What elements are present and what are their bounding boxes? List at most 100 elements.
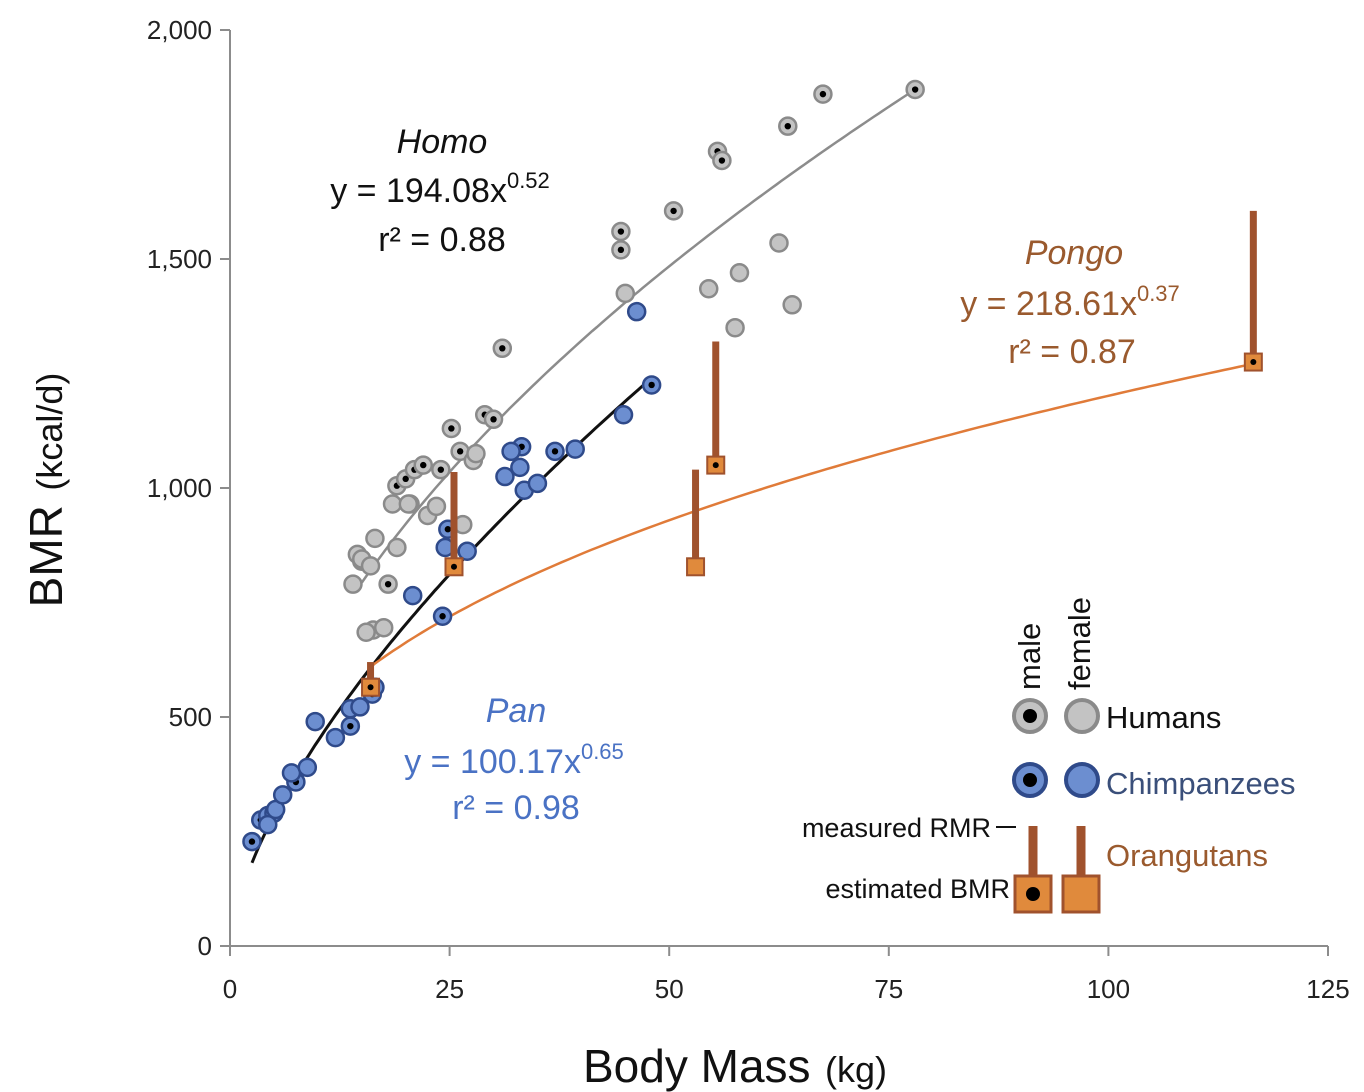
chimp-female-point <box>305 711 325 732</box>
x-tick-label: 75 <box>874 974 903 1004</box>
x-tick-label: 125 <box>1306 974 1349 1004</box>
chimp-female-point <box>626 301 647 322</box>
human-male-dot <box>456 448 464 455</box>
legend-chimp-male-marker <box>1012 762 1048 798</box>
homo-equation: y = 194.08x0.52 <box>330 168 550 210</box>
chimp-male-dot <box>248 838 256 845</box>
chimp-female-point <box>350 697 370 717</box>
legend-human-male-marker <box>1012 698 1048 734</box>
legend-estimated-label: estimated BMR <box>825 874 1010 904</box>
legend-orang-male-marker <box>1013 826 1053 914</box>
fit-curve-pongo <box>369 362 1254 668</box>
human-female-point <box>365 528 385 549</box>
legend-chimp-female-marker <box>1064 762 1100 798</box>
chimp-female-point <box>613 404 634 425</box>
y-axis-title: BMR (kcal/d) <box>20 373 72 608</box>
pan-label: Pan <box>486 692 547 730</box>
fit-curve-homo <box>360 88 916 584</box>
axes: 0 500 1,000 1,500 2,000 0 25 50 75 100 125 <box>147 15 1350 1004</box>
legend-male-label: male <box>1012 623 1047 690</box>
legend-female-label: female <box>1062 597 1097 690</box>
human-male-dot <box>784 122 791 130</box>
human-female-point <box>769 233 789 253</box>
chimp-female-point <box>495 466 515 487</box>
human-male-dot <box>420 461 427 469</box>
human-female-point <box>615 283 636 304</box>
x-axis-title: Body Mass (kg) <box>583 1040 887 1092</box>
human-male-dot <box>490 416 497 423</box>
human-female-point <box>729 262 750 283</box>
chimp-male-dot <box>551 448 559 455</box>
human-male-dot <box>499 345 506 352</box>
y-tick-label: 500 <box>169 702 212 732</box>
chimp-male-dot <box>444 526 452 533</box>
homo-annotation: Homo y = 194.08x0.52 r² = 0.88 <box>330 123 550 259</box>
human-female-point <box>698 279 719 299</box>
chimp-female-point <box>272 785 293 805</box>
human-male-dot <box>437 466 445 473</box>
legend-humans-label: Humans <box>1106 700 1221 735</box>
chimp-female-point <box>501 441 521 462</box>
pan-equation: y = 100.17x0.65 <box>404 739 624 781</box>
x-tick-label: 0 <box>223 974 237 1004</box>
pan-annotation: Pan y = 100.17x0.65 r² = 0.98 <box>404 692 624 827</box>
chimp-male-dot <box>648 381 655 389</box>
chimp-female-point <box>402 585 423 606</box>
orangutan-male-dot <box>712 462 719 469</box>
human-male-dot <box>911 86 919 93</box>
y-tick-label: 1,500 <box>147 244 212 274</box>
human-male-dot <box>718 157 726 164</box>
chimp-female-point <box>297 757 318 778</box>
chimp-female-point <box>281 763 302 783</box>
human-male-dot <box>402 475 409 483</box>
human-male-dot <box>617 246 625 254</box>
homo-r2: r² = 0.88 <box>378 221 506 259</box>
human-female-point <box>382 494 403 514</box>
chimp-female-point <box>565 439 585 459</box>
legend-human-female-marker <box>1064 698 1100 734</box>
human-male-dot <box>384 580 392 588</box>
human-female-point <box>356 622 376 643</box>
x-tick-label: 25 <box>435 974 464 1004</box>
human-female-point <box>387 537 407 558</box>
chimp-female-point <box>457 541 477 561</box>
legend-measured-label: measured RMR <box>802 813 991 843</box>
x-tick-label: 100 <box>1087 974 1130 1004</box>
chimp-female-point <box>527 473 548 494</box>
pongo-annotation: Pongo y = 218.61x0.37 r² = 0.87 <box>960 234 1180 371</box>
human-male-dot <box>819 90 827 98</box>
human-female-point <box>782 295 802 315</box>
orangutan-male-dot <box>1250 359 1257 366</box>
chimp-female-point <box>510 457 530 478</box>
human-female-point <box>466 443 486 464</box>
x-tick-label: 50 <box>655 974 684 1004</box>
legend-chimpanzees-label: Chimpanzees <box>1106 766 1296 801</box>
data-points <box>242 79 1263 852</box>
orangutan-bmr-point <box>686 557 706 577</box>
human-female-point <box>360 556 381 576</box>
human-female-point <box>373 617 394 638</box>
human-female-point <box>725 317 745 338</box>
chimp-female-point <box>325 727 346 748</box>
human-male-dot <box>670 207 677 215</box>
y-tick-label: 0 <box>198 931 212 961</box>
pongo-label: Pongo <box>1025 234 1123 272</box>
y-tick-label: 2,000 <box>147 15 212 45</box>
pan-r2: r² = 0.98 <box>452 789 580 827</box>
pongo-equation: y = 218.61x0.37 <box>960 281 1180 323</box>
orangutan-male-dot <box>450 563 457 570</box>
human-female-point <box>398 494 419 514</box>
homo-label: Homo <box>397 123 488 161</box>
human-female-point <box>343 574 363 594</box>
y-tick-label: 1,000 <box>147 473 212 503</box>
chimp-female-point <box>258 814 278 835</box>
human-female-point <box>426 496 447 517</box>
chimp-male-dot <box>439 613 446 620</box>
legend: male female Humans Chimpanzees measured … <box>802 597 1296 914</box>
pongo-r2: r² = 0.87 <box>1008 333 1136 371</box>
legend-orangutans-label: Orangutans <box>1106 838 1268 873</box>
human-male-dot <box>617 228 625 235</box>
orangutan-male-dot <box>367 684 374 691</box>
human-male-dot <box>448 425 455 432</box>
